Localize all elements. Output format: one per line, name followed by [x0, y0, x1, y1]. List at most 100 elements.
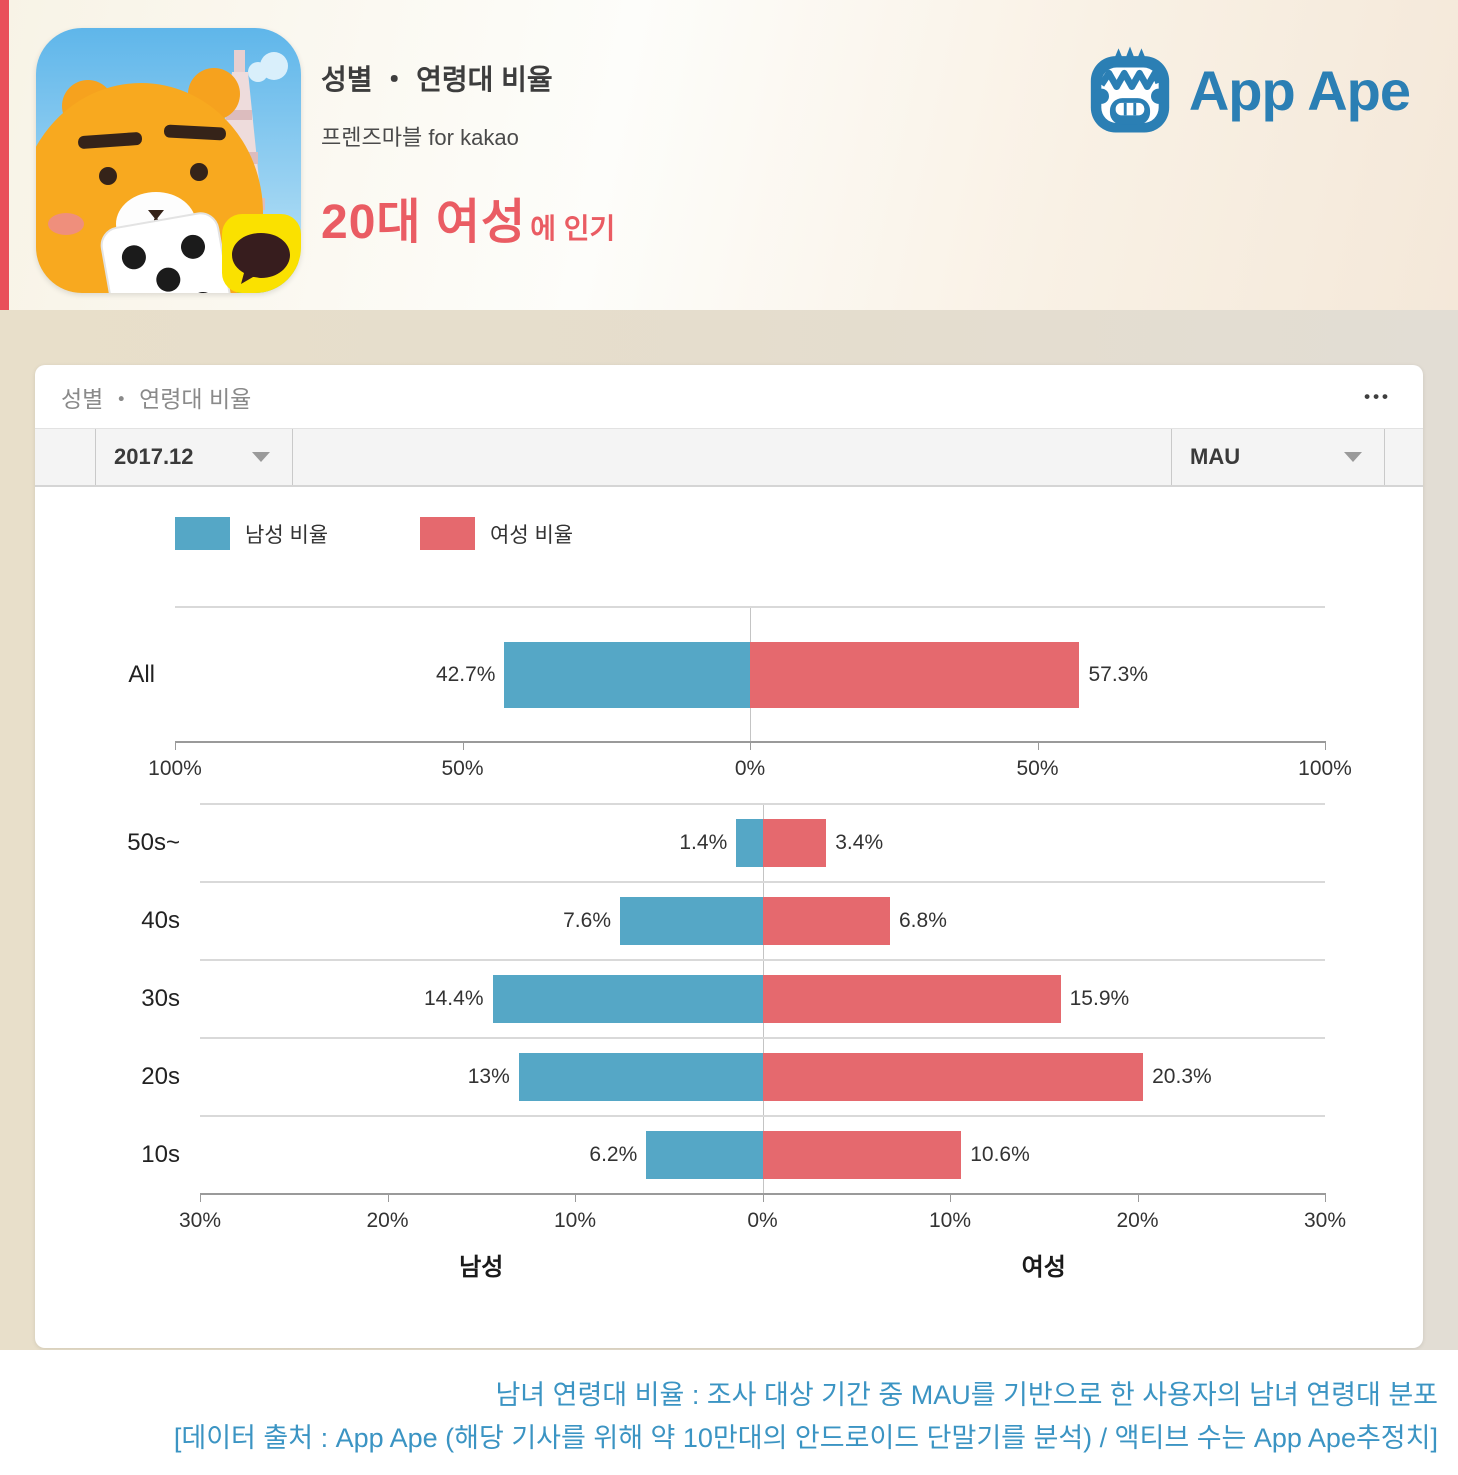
- category-label: 10s: [141, 1141, 180, 1168]
- category-label: All: [128, 660, 155, 688]
- axis-tick: [762, 1193, 764, 1202]
- hero-subtitle: 프렌즈마블 for kakao: [321, 125, 519, 150]
- male-value-label: 6.2%: [589, 1143, 638, 1166]
- card-title: 성별 ・ 연령대 비율: [61, 385, 252, 412]
- male-value-label: 14.4%: [423, 987, 484, 1010]
- female-value-label: 3.4%: [835, 831, 884, 854]
- kakao-badge: [222, 214, 301, 293]
- male-bar: [518, 1053, 763, 1101]
- footer-caption-line2: [데이터 출처 : App Ape (해당 기사를 위해 약 10만대의 안드로…: [173, 1423, 1438, 1453]
- female-color-swatch: [420, 517, 475, 550]
- axis-tick-label: 50%: [441, 757, 484, 780]
- chart-row-30s: 30s 14.4% 15.9%: [141, 959, 1325, 1037]
- male-value-label: 1.4%: [679, 831, 728, 854]
- female-bar: [762, 897, 890, 945]
- axis-tick-label: 100%: [148, 757, 202, 780]
- plot-rows: All 42.7% 57.3%: [128, 606, 1325, 741]
- axis-tick: [387, 1193, 389, 1202]
- chart-row-10s: 10s 6.2% 10.6%: [141, 1115, 1325, 1193]
- hero-header: 성별 ・ 연령대 비율 프렌즈마블 for kakao 20대 여성 에 인기 A…: [0, 0, 1458, 310]
- footer-caption-line1: 남녀 연령대 비율 : 조사 대상 기간 중 MAU를 기반으로 한 사용자의 …: [495, 1380, 1438, 1410]
- axis-tick: [750, 741, 751, 750]
- axis-titles: 남성 여성: [200, 1247, 1325, 1281]
- axis-tick-label: 30%: [1303, 1209, 1347, 1232]
- category-label: 50s~: [127, 829, 180, 856]
- hero-title: 성별 ・ 연령대 비율: [321, 64, 553, 95]
- x-axis: 100% 50% 0% 50% 100%: [148, 741, 1352, 780]
- highlight-main: 20대 여성: [321, 196, 527, 249]
- axis-tick-label: 10%: [928, 1209, 972, 1232]
- category-label: 30s: [141, 985, 180, 1012]
- chevron-down-icon: [1344, 452, 1362, 462]
- friends-marble-app-icon: [36, 28, 301, 293]
- axis-tick-label: 30%: [178, 1209, 222, 1232]
- axis-tick: [200, 1193, 201, 1202]
- hero-highlight: 20대 여성 에 인기: [321, 182, 615, 252]
- metric-value: MAU: [1190, 444, 1241, 469]
- male-value-label: 13%: [467, 1065, 510, 1088]
- axis-tick-label: 20%: [1116, 1209, 1159, 1232]
- female-bar: [762, 1131, 962, 1179]
- app-icon: [36, 28, 301, 293]
- female-bar: [762, 975, 1061, 1023]
- app-ape-logo-icon: [1090, 46, 1170, 133]
- legend-label-male: 남성 비율: [245, 523, 329, 547]
- male-color-swatch: [175, 517, 230, 550]
- axis-tick: [1037, 741, 1039, 750]
- male-bar: [620, 897, 763, 945]
- axis-tick: [1325, 741, 1326, 750]
- female-value-label: 6.8%: [899, 909, 947, 932]
- footer-captions: 남녀 연령대 비율 : 조사 대상 기간 중 MAU를 기반으로 한 사용자의 …: [0, 1350, 1458, 1475]
- red-accent-strip: [0, 0, 9, 310]
- male-bar: [736, 819, 763, 867]
- chart-legend: 남성 비율 여성 비율: [175, 517, 1423, 550]
- axis-tick-label: 100%: [1298, 757, 1352, 780]
- axis-tick: [1325, 1193, 1326, 1202]
- chart-row-All: All 42.7% 57.3%: [128, 606, 1325, 741]
- hero-text-block: 성별 ・ 연령대 비율 프렌즈마블 for kakao 20대 여성 에 인기: [321, 58, 615, 252]
- period-dropdown[interactable]: 2017.12: [95, 429, 293, 485]
- category-label: 20s: [141, 1063, 180, 1090]
- male-bar: [504, 641, 750, 708]
- x-axis: 30% 20% 10% 0% 10% 20% 30%: [179, 1193, 1346, 1232]
- axis-tick-label: 10%: [553, 1209, 597, 1232]
- male-axis-title: 남성: [459, 1254, 504, 1281]
- highlight-rest: 에 인기: [530, 213, 616, 244]
- male-value-label: 7.6%: [563, 909, 611, 932]
- legend-label-female: 여성 비율: [490, 523, 574, 547]
- female-value-label: 20.3%: [1152, 1065, 1212, 1088]
- axis-tick: [575, 1193, 576, 1202]
- more-menu-icon[interactable]: •••: [1364, 386, 1391, 406]
- axis-tick-label: 0%: [747, 1209, 778, 1232]
- legend-item-female: 여성 비율: [420, 517, 665, 550]
- content-band: 성별 ・ 연령대 비율 ••• 2017.12 MAU 남성 비율 여성 비율: [0, 310, 1458, 1350]
- period-value: 2017.12: [114, 444, 194, 469]
- axis-tick: [462, 741, 464, 750]
- female-value-label: 10.6%: [970, 1143, 1030, 1166]
- axis-tick: [175, 741, 176, 750]
- report-card: 성별 ・ 연령대 비율 ••• 2017.12 MAU 남성 비율 여성 비율: [35, 365, 1423, 1348]
- card-header: 성별 ・ 연령대 비율 •••: [35, 365, 1423, 429]
- plot-rows: 50s~ 1.4% 3.4% 40s 7.6% 6.8% 30s 14.4% 15.9% 20s 1…: [127, 803, 1325, 1193]
- category-label: 40s: [141, 907, 180, 934]
- age-gender-chart: 50s~ 1.4% 3.4% 40s 7.6% 6.8% 30s 14.4% 15.9% 20s 1…: [127, 803, 1346, 1281]
- axis-tick-label: 50%: [1016, 757, 1059, 780]
- axis-tick-label: 20%: [366, 1209, 409, 1232]
- axis-tick-label: 0%: [734, 757, 766, 780]
- chart-row-20s: 20s 13% 20.3%: [141, 1037, 1325, 1115]
- app-ape-brand: App Ape: [1087, 44, 1411, 136]
- chart-row-50s~: 50s~ 1.4% 3.4%: [127, 803, 1325, 881]
- filter-toolbar: 2017.12 MAU: [35, 429, 1423, 487]
- female-bar: [762, 819, 827, 867]
- male-value-label: 42.7%: [435, 662, 496, 686]
- female-axis-title: 여성: [1021, 1254, 1066, 1281]
- legend-item-male: 남성 비율: [175, 517, 420, 550]
- axis-tick: [950, 1193, 951, 1202]
- female-value-label: 57.3%: [1088, 662, 1149, 686]
- female-value-label: 15.9%: [1069, 987, 1130, 1010]
- chart-row-40s: 40s 7.6% 6.8%: [141, 881, 1325, 959]
- female-bar: [762, 1053, 1144, 1101]
- metric-dropdown[interactable]: MAU: [1171, 429, 1385, 485]
- male-bar: [646, 1131, 763, 1179]
- app-ape-logotype: App Ape: [1188, 58, 1411, 122]
